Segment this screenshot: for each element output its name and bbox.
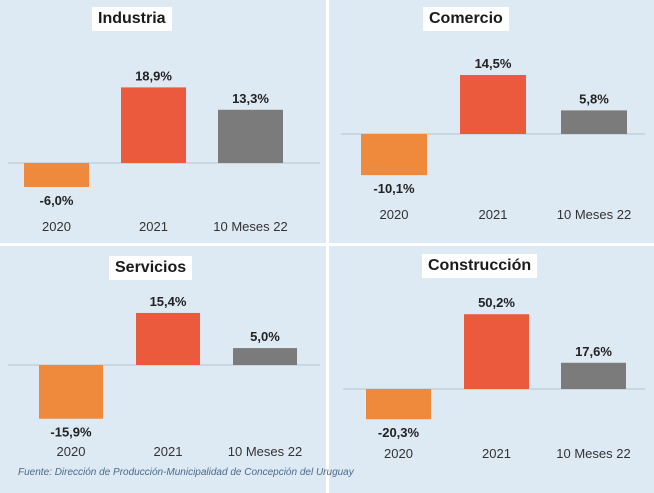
data-label: 17,6% [575,344,612,359]
category-label: 2021 [482,446,511,461]
category-label: 2021 [154,444,183,459]
panel-industria: Industria -6,0% 2020 18,9% 2021 13,3% 10 Mese… [0,0,326,243]
bar [361,134,427,176]
chart-industria: -6,0% 2020 18,9% 2021 13,3% 10 Meses 22 [8,68,320,234]
bar [561,110,627,134]
data-label: -15,9% [50,425,92,440]
data-label: 50,2% [478,295,515,310]
category-label: 10 Meses 22 [213,219,287,234]
data-label: 15,4% [150,294,187,309]
category-label: 2021 [479,207,508,222]
data-label: 18,9% [135,68,172,83]
bar [460,74,526,134]
bar [464,314,529,389]
category-label: 2020 [384,446,413,461]
panel-servicios: Servicios -15,9% 2020 15,4% 2021 5,0% 10 Mese… [0,246,326,493]
data-label: -20,3% [378,425,420,440]
data-label: 14,5% [475,56,512,71]
bar [366,389,431,420]
bar [39,365,103,419]
bar [136,312,200,365]
data-label: 5,0% [250,329,280,344]
bar [24,163,89,187]
category-label: 10 Meses 22 [228,444,302,459]
category-label: 2020 [57,444,86,459]
chart-title: Industria [92,7,172,31]
panel-comercio: Comercio -10,1% 2020 14,5% 2021 5,8% 10 Meses… [329,0,654,243]
chart-comercio: -10,1% 2020 14,5% 2021 5,8% 10 Meses 22 [341,56,645,222]
category-label: 2021 [139,219,168,234]
data-label: -6,0% [40,193,74,208]
category-label: 10 Meses 22 [557,207,631,222]
category-label: 10 Meses 22 [556,446,630,461]
data-label: 5,8% [579,91,609,106]
chart-title: Comercio [423,7,509,31]
bar [121,87,186,163]
bar [218,109,283,163]
category-label: 2020 [380,207,409,222]
panel-construccion: Construcción -20,3% 2020 50,2% 2021 17,6% 10 … [329,246,654,493]
data-label: 13,3% [232,91,269,106]
category-label: 2020 [42,219,71,234]
source-note: Fuente: Dirección de Producción-Municipa… [18,467,354,478]
chart-servicios: -15,9% 2020 15,4% 2021 5,0% 10 Meses 22 [8,294,320,459]
chart-construccion: -20,3% 2020 50,2% 2021 17,6% 10 Meses 22 [343,295,645,461]
bar [233,348,297,365]
bar [561,362,626,389]
chart-title: Servicios [109,256,193,280]
data-label: -10,1% [373,181,415,196]
chart-title: Construcción [422,254,538,278]
